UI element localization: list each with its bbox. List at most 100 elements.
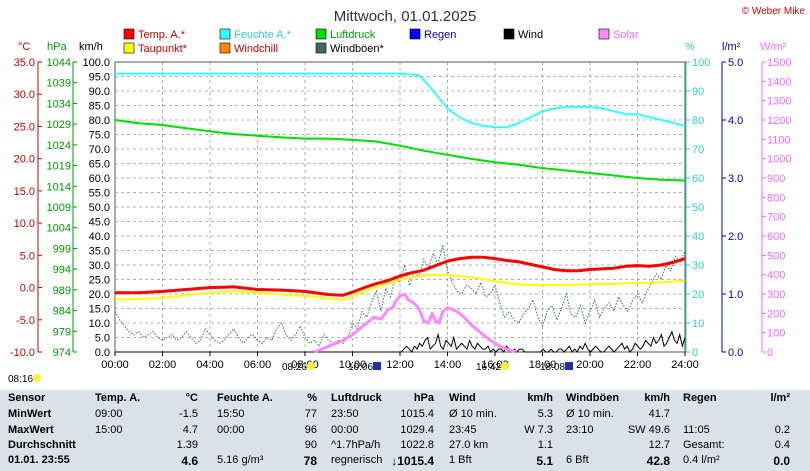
stats-cell: °C	[185, 392, 198, 404]
rain-tick-label: 1.0	[728, 289, 743, 301]
legend-label: Taupunkt*	[138, 43, 188, 55]
temp-tick-label: -10.0	[10, 347, 35, 359]
humidity-tick-label: 100	[692, 57, 710, 69]
wind-tick-label: 85.0	[89, 101, 110, 113]
stats-cell: 11:05	[683, 424, 710, 436]
humidity-tick-label: 90	[692, 86, 704, 98]
pressure-unit-label: hPa	[47, 41, 67, 53]
pressure-tick-label: 979	[53, 326, 71, 338]
humidity-tick-label: 30	[692, 260, 704, 272]
humidity-tick-label: 70	[692, 144, 704, 156]
temp-tick-label: 20.0	[14, 154, 35, 166]
left-axes: 35.0 30.0 25.0 20.0 15.0 10.0 5.0 0.0 -5.0 -10.0 1…	[10, 57, 110, 359]
solar-tick-label: 1000	[767, 154, 791, 166]
rain-icon	[373, 362, 382, 370]
pressure-tick-label: 1034	[47, 98, 71, 110]
time-mark: 18:08	[540, 362, 575, 373]
stats-row-max: MaxWert 15:00 4.7 00:00 96 00:00 1029.4 23:45 W …	[0, 424, 810, 440]
pressure-tick-label: 1014	[47, 181, 71, 193]
stats-cell: ↓1015.4	[391, 454, 434, 468]
solar-tick-label: 500	[767, 250, 785, 262]
humidity-tick-label: 60	[692, 173, 704, 185]
pressure-tick-label: 1029	[47, 119, 71, 131]
stats-cell: 23:50	[331, 408, 359, 420]
stats-cell: Ø 10 min.	[449, 408, 497, 420]
stats-cell: km/h	[644, 392, 670, 404]
rain-icon	[565, 362, 574, 370]
legend-swatch	[315, 42, 327, 54]
x-tick-label: 02:00	[149, 359, 177, 371]
stats-cell: ^1.7hPa/h	[331, 439, 381, 451]
pressure-tick-label: 1004	[47, 223, 71, 235]
stats-cell: 1.1	[537, 439, 553, 451]
stats-cell: Ø 10 min.	[566, 408, 614, 420]
legend-swatch	[315, 28, 327, 40]
x-tick-label: 14:00	[434, 359, 462, 371]
time-marks: 08:16 08:26 10:06 16:42 18:08	[0, 362, 810, 390]
rain-unit-label: l/m²	[722, 41, 741, 53]
solar-tick-label: 700	[767, 212, 785, 224]
legend-swatch	[503, 28, 515, 40]
time-mark-label: 08:26	[282, 362, 308, 373]
stats-cell: 90	[304, 439, 317, 451]
series-line-3	[115, 255, 686, 297]
humidity-tick-label: 20	[692, 289, 704, 301]
pressure-tick-label: 1019	[47, 161, 71, 173]
pressure-tick-label: 1039	[47, 78, 71, 90]
stats-cell: MaxWert	[8, 424, 54, 436]
stats-row-avg: Durchschnitt 1.39 90 ^1.7hPa/h 1022.8 27.0 km…	[0, 439, 810, 455]
stats-cell: Feuchte A.	[217, 392, 273, 404]
stats-cell: 0.4	[774, 439, 790, 451]
stats-cell: 0.0	[773, 454, 790, 468]
x-tick-label: 20:00	[576, 359, 604, 371]
stats-cell: Regen	[683, 392, 717, 404]
wind-tick-label: 95.0	[89, 72, 110, 84]
stats-cell: 23:10	[566, 424, 594, 436]
legend-label: Solar	[613, 29, 639, 41]
stats-cell: 27.0 km	[449, 439, 489, 451]
legend-swatch	[409, 28, 421, 40]
wind-tick-label: 75.0	[89, 130, 110, 142]
wind-tick-label: 65.0	[89, 159, 110, 171]
wind-tick-label: 10.0	[89, 318, 110, 330]
legend-swatch	[598, 28, 610, 40]
pressure-tick-label: 994	[53, 264, 71, 276]
temp-tick-label: 35.0	[14, 57, 35, 69]
sunset-icon	[501, 362, 510, 370]
series-line-2	[115, 273, 686, 301]
pressure-tick-label: 989	[53, 285, 71, 297]
chart-title: Mittwoch, 01.01.2025	[334, 8, 477, 25]
time-mark-label: 16:42	[476, 362, 502, 373]
stats-cell: MinWert	[8, 408, 52, 420]
temp-unit-label: °C	[18, 41, 30, 53]
legend-swatch	[123, 28, 135, 40]
gust-line	[114, 244, 686, 348]
stats-cell: 00:00	[217, 424, 245, 436]
rain-tick-label: 2.0	[728, 231, 743, 243]
plot-area	[114, 72, 686, 354]
wind-tick-label: 45.0	[89, 217, 110, 229]
stats-cell: 1022.8	[400, 439, 434, 451]
wind-tick-label: 35.0	[89, 246, 110, 258]
wind-tick-label: 60.0	[89, 173, 110, 185]
wind-tick-label: 100.0	[82, 57, 110, 69]
humidity-tick-label: 10	[692, 318, 704, 330]
wind-tick-label: 30.0	[89, 260, 110, 272]
solar-tick-label: 300	[767, 289, 785, 301]
wind-unit-label: km/h	[79, 41, 103, 53]
wind-tick-label: 55.0	[89, 188, 110, 200]
stats-row-min: MinWert 09:00 -1.5 15:50 77 23:50 1015.4 Ø 10 m…	[0, 408, 810, 424]
solar-tick-label: 1400	[767, 76, 791, 88]
x-tick-label: 12:00	[386, 359, 414, 371]
rain-tick-label: 3.0	[728, 173, 743, 185]
stats-cell: SW 49.6	[627, 424, 670, 436]
time-mark-label: 10:06	[348, 362, 374, 373]
rain-tick-label: 5.0	[728, 57, 743, 69]
weather-chart: Mittwoch, 01.01.2025 © Weber Mike Temp. …	[10, 6, 806, 371]
sunrise-icon	[307, 362, 316, 370]
solar-tick-label: 1100	[767, 134, 791, 146]
stats-cell: 1.39	[176, 439, 198, 451]
stats-cell: Luftdruck	[331, 392, 382, 404]
x-axis: 00:00 02:00 04:00 06:00 08:00 10:00 12:00 14:00…	[101, 352, 699, 371]
solar-tick-label: 1200	[767, 115, 791, 127]
